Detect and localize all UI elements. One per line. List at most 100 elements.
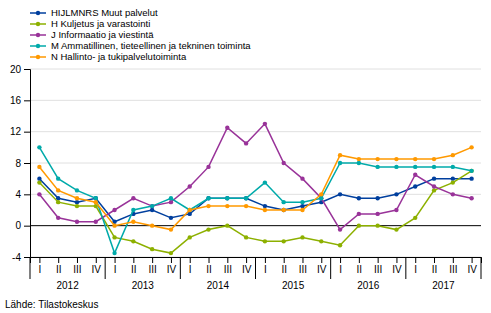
x-tick: IV — [392, 257, 402, 275]
x-tick-mark — [39, 257, 40, 263]
series-point — [469, 176, 473, 180]
series-point — [244, 196, 248, 200]
series-point — [37, 192, 41, 196]
series-point — [469, 169, 473, 173]
group-label: 2016 — [357, 280, 380, 291]
series-point — [375, 212, 379, 216]
series-point — [357, 161, 361, 165]
x-tick: III — [374, 257, 382, 275]
series-point — [375, 196, 379, 200]
legend-marker — [36, 33, 40, 37]
x-tick-mark — [321, 257, 322, 263]
series-point — [244, 204, 248, 208]
x-tick-mark — [378, 257, 379, 263]
series-point — [131, 220, 135, 224]
series-point — [338, 153, 342, 157]
series-point — [169, 196, 173, 200]
series-point — [338, 161, 342, 165]
legend-label: J Informaatio ja viestintä — [51, 29, 154, 40]
grid-line — [30, 100, 481, 101]
x-tick-label: II — [206, 264, 212, 275]
group-label: 2017 — [432, 280, 455, 291]
series-point — [169, 227, 173, 231]
group-label: 2014 — [207, 280, 230, 291]
x-tick-label: IV — [242, 264, 252, 275]
group-separator — [255, 257, 256, 279]
x-tick-label: I — [114, 264, 117, 275]
x-tick: II — [56, 257, 62, 275]
legend-entry: H Kuljetus ja varastointi — [30, 18, 150, 29]
x-tick-mark — [265, 257, 266, 263]
series-point — [263, 208, 267, 212]
x-tick: I — [39, 257, 42, 275]
x-tick-mark — [77, 257, 78, 263]
series-point — [150, 204, 154, 208]
series-point — [131, 239, 135, 243]
series-point — [375, 165, 379, 169]
series-point — [357, 223, 361, 227]
series-point — [432, 188, 436, 192]
series-point — [225, 223, 229, 227]
x-tick: IV — [92, 257, 102, 275]
legend-marker — [36, 11, 40, 15]
series-point — [432, 165, 436, 169]
series-point — [94, 220, 98, 224]
series-point — [281, 161, 285, 165]
series — [37, 145, 474, 232]
series-point — [244, 196, 248, 200]
series-point — [394, 192, 398, 196]
series-point — [56, 216, 60, 220]
x-tick-mark — [152, 257, 153, 263]
y-tick: 16 — [10, 95, 30, 106]
source: Lähde: Tilastokeskus — [5, 299, 98, 310]
series-point — [37, 180, 41, 184]
y-tick-mark — [24, 132, 30, 133]
series-group — [37, 122, 474, 256]
x-tick-label: II — [281, 264, 287, 275]
series-point — [375, 223, 379, 227]
y-axis-line — [24, 70, 31, 258]
x-tick-label: II — [357, 264, 363, 275]
y-tick-label: -4 — [12, 252, 21, 263]
series-point — [281, 200, 285, 204]
series-point — [394, 208, 398, 212]
x-tick-label: I — [414, 264, 417, 275]
series-point — [394, 165, 398, 169]
series-point — [112, 251, 116, 255]
x-tick-mark — [96, 257, 97, 263]
series-point — [56, 176, 60, 180]
x-tick-label: I — [264, 264, 267, 275]
x-tick-label: II — [56, 264, 62, 275]
y-tick-label: 12 — [10, 126, 22, 137]
series-point — [319, 192, 323, 196]
group-separator — [30, 257, 31, 279]
series-point — [150, 223, 154, 227]
x-tick: IV — [242, 257, 252, 275]
series-point — [206, 204, 210, 208]
series-point — [281, 208, 285, 212]
x-groups: 201220132014201520162017 — [30, 257, 481, 291]
series-point — [112, 223, 116, 227]
series-point — [206, 196, 210, 200]
x-tick-label: III — [224, 264, 232, 275]
group-separator — [405, 257, 406, 279]
series-point — [37, 145, 41, 149]
y-tick-mark — [24, 100, 30, 101]
x-tick: I — [414, 257, 417, 275]
x-tick-mark — [115, 257, 116, 263]
x-tick-mark — [302, 257, 303, 263]
group-label: 2015 — [282, 280, 305, 291]
y-tick-label: 20 — [10, 64, 22, 75]
series-point — [131, 196, 135, 200]
legend-label: HIJLMNRS Muut palvelut — [51, 7, 158, 18]
series-point — [75, 220, 79, 224]
series-point — [451, 165, 455, 169]
series-point — [357, 196, 361, 200]
series-point — [413, 184, 417, 188]
series-line — [39, 124, 471, 230]
legend-label: H Kuljetus ja varastointi — [51, 18, 150, 29]
x-tick: III — [148, 257, 156, 275]
x-tick-label: IV — [167, 264, 177, 275]
series-point — [432, 157, 436, 161]
x-tick-label: III — [374, 264, 382, 275]
